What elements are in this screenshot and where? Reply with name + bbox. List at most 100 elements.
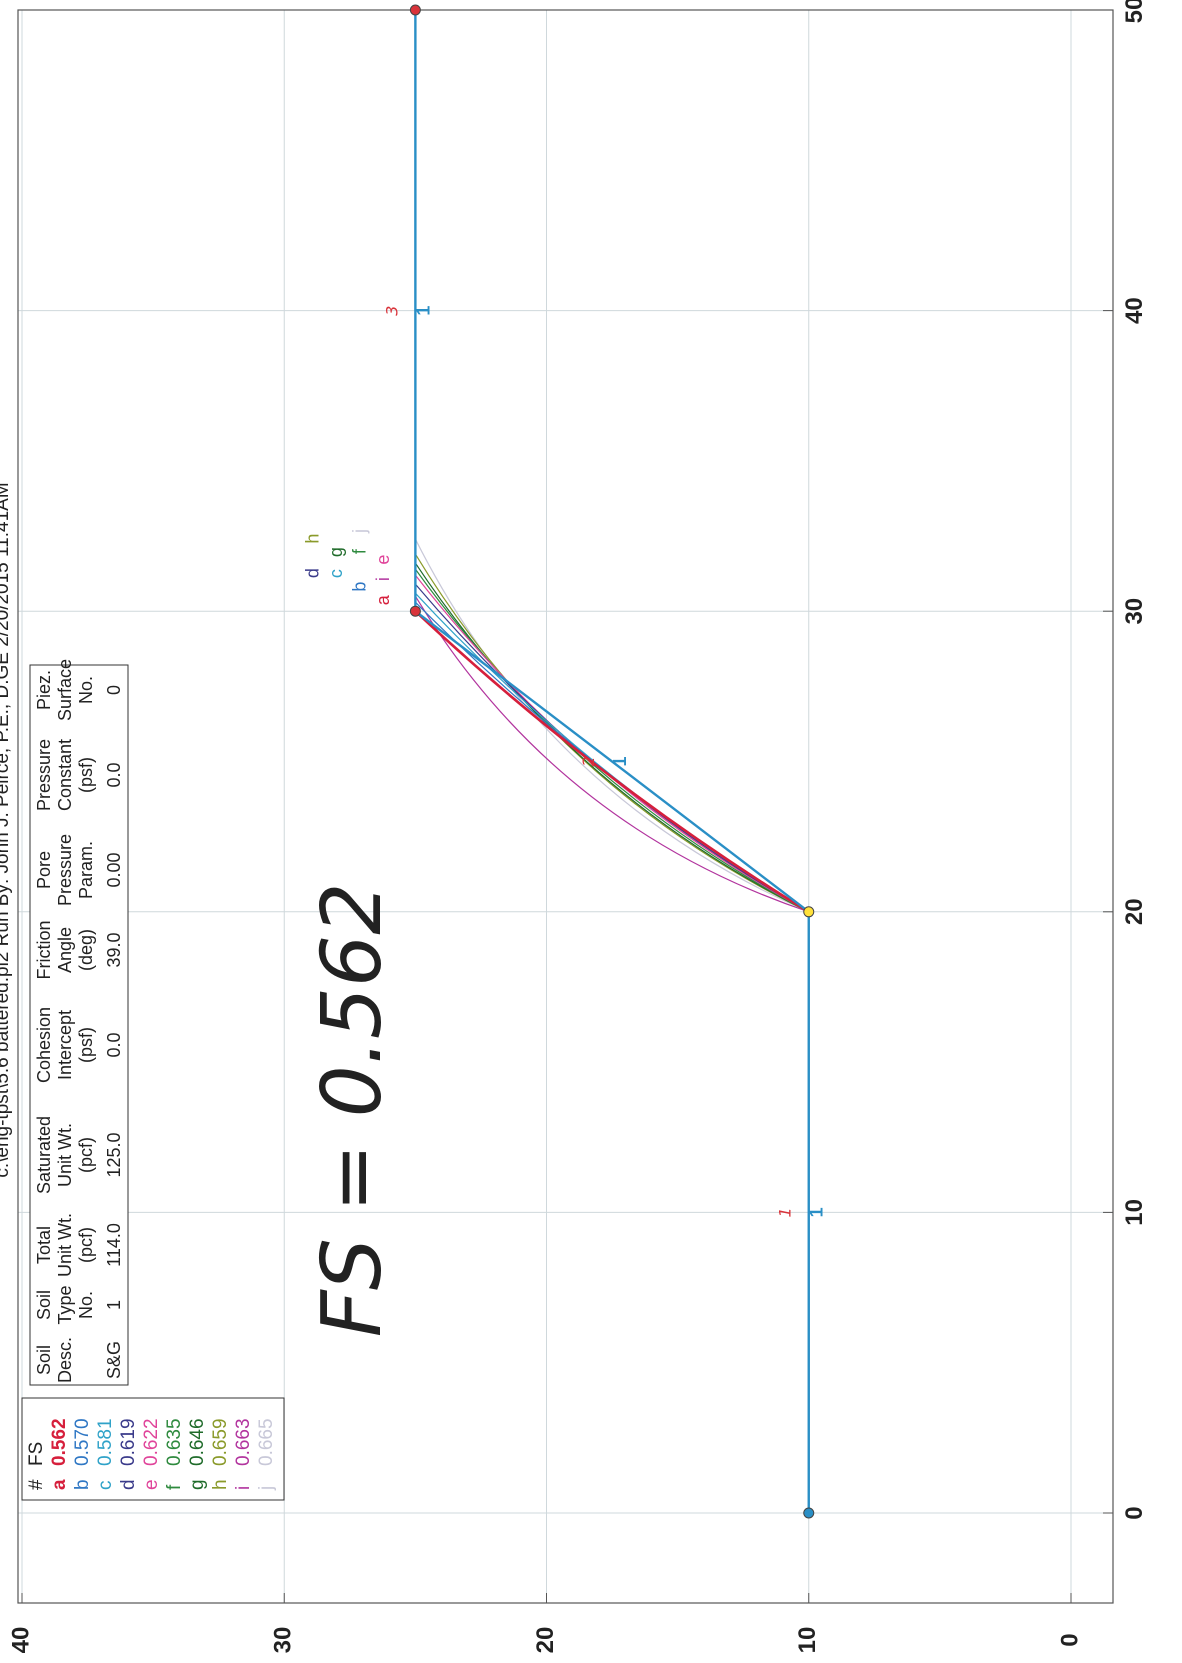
chart-title: c:\eng-tpst\5.6 battered.pl2 Run By: Joh… <box>0 482 13 1177</box>
surface-label-d: d <box>302 568 322 578</box>
fs-legend-letter: e <box>141 1479 162 1490</box>
x-tick-label: 30 <box>1121 598 1148 625</box>
slope-profile <box>409 4 815 1519</box>
soil-table-header: Intercept <box>55 1010 75 1080</box>
failure-surface-f <box>414 568 810 913</box>
segment-soil-type: 1 <box>610 756 630 766</box>
fs-legend-letter: g <box>187 1479 208 1490</box>
soil-table-value: 125.0 <box>104 1132 124 1177</box>
x-tick-label: 40 <box>1121 297 1148 324</box>
soil-table-box <box>29 664 129 1386</box>
soil-table-value: 39.0 <box>104 932 124 967</box>
surface-label-g: g <box>326 547 346 557</box>
fs-legend-value: 0.663 <box>233 1418 254 1466</box>
surface-label-c: c <box>326 569 346 578</box>
ground-surface-line <box>414 10 810 1513</box>
x-tick-label: 10 <box>1121 1199 1148 1226</box>
soil-table-header: Friction <box>34 920 54 979</box>
y-tick-label: 20 <box>532 1627 559 1654</box>
fs-legend-letter: c <box>95 1481 116 1491</box>
soil-table-header: Piez. <box>34 670 54 710</box>
fs-legend-value: 0.635 <box>164 1418 185 1466</box>
fs-legend-value: 0.581 <box>95 1418 116 1466</box>
profile-point <box>803 906 815 918</box>
surface-label-i: i <box>373 577 393 581</box>
soil-table-header: Param. <box>76 841 96 899</box>
segment-number: 2 <box>579 756 598 766</box>
profile-point <box>409 605 421 617</box>
soil-table-value: 0 <box>104 685 124 695</box>
surface-label-a: a <box>373 594 393 605</box>
surface-label-h: h <box>302 534 322 544</box>
segment-soil-type: 1 <box>807 1207 827 1217</box>
fs-legend-letter: i <box>233 1486 254 1490</box>
soil-table-header: Unit Wt. <box>55 1213 75 1277</box>
fs-legend-value: 0.562 <box>49 1418 70 1466</box>
soil-table-header: Desc. <box>55 1337 75 1383</box>
segment-soil-type: 1 <box>413 306 433 316</box>
failure-surface-g <box>414 562 810 913</box>
surface-label-e: e <box>373 555 393 565</box>
y-tick-label: 30 <box>270 1627 297 1654</box>
fs-legend-value: 0.646 <box>187 1418 208 1466</box>
soil-table-header: Soil <box>34 1290 54 1320</box>
soil-table-header: Angle <box>55 927 75 973</box>
soil-table-value: 114.0 <box>104 1223 124 1267</box>
surface-label-j: j <box>350 529 370 534</box>
soil-table-header: Unit Wt. <box>55 1123 75 1187</box>
soil-table-value: 0.0 <box>104 762 124 787</box>
fs-legend-letter: f <box>164 1484 185 1490</box>
soil-table-value: S&G <box>104 1341 124 1379</box>
surface-label-b: b <box>350 582 370 592</box>
fs-legend-letter: a <box>49 1479 70 1490</box>
soil-table-header: (deg) <box>76 929 96 971</box>
soil-table-value: 1 <box>104 1300 124 1310</box>
soil-table-header: (psf) <box>76 757 96 793</box>
soil-table-value: 0.00 <box>104 852 124 887</box>
fs-legend-letter: j <box>256 1486 277 1491</box>
fs-legend-value: FS <box>26 1442 47 1466</box>
y-tick-label: 40 <box>7 1627 34 1654</box>
failure-surface-i <box>414 595 809 913</box>
fs-legend-value: 0.622 <box>141 1418 162 1466</box>
soil-table-header: Pressure <box>34 739 54 811</box>
fs-legend-box <box>21 1397 285 1501</box>
segment-number: 3 <box>382 306 401 316</box>
soil-table-header: Saturated <box>34 1116 54 1194</box>
soil-table-header: Cohesion <box>34 1007 54 1083</box>
soil-table-header: Constant <box>55 739 75 811</box>
x-tick-label: 20 <box>1121 898 1148 925</box>
soil-table-header: (pcf) <box>76 1227 96 1263</box>
soil-table-header: Total <box>34 1226 54 1264</box>
fs-legend-value: 0.619 <box>118 1418 139 1466</box>
fs-legend-letter: b <box>72 1479 93 1490</box>
surface-label-f: f <box>350 548 370 554</box>
fs-legend-letter: d <box>118 1479 139 1490</box>
x-tick-label: 0 <box>1121 1506 1148 1519</box>
fs-annotation: FS = 0.562 <box>305 883 400 1338</box>
soil-table-header: Surface <box>55 659 75 721</box>
fs-legend-letter: h <box>210 1479 231 1490</box>
soil-table-header: Pore <box>34 851 54 889</box>
soil-table-header: Type <box>55 1285 75 1324</box>
grid-lines <box>18 9 1113 1603</box>
y-tick-label: 0 <box>1056 1633 1083 1646</box>
profile-point <box>803 1507 815 1519</box>
soil-table-header: No. <box>76 676 96 704</box>
plot-frame <box>17 9 1114 1604</box>
soil-table-header: (psf) <box>76 1027 96 1063</box>
x-tick-label: 50 <box>1121 0 1148 23</box>
fs-legend-value: 0.570 <box>72 1418 93 1466</box>
soil-table-header: (pcf) <box>76 1137 96 1173</box>
failure-surface-h <box>414 553 810 913</box>
fs-legend-value: 0.659 <box>210 1418 231 1466</box>
profile-point <box>409 4 421 16</box>
fs-legend-letter: # <box>26 1479 47 1490</box>
soil-table-value: 0.0 <box>104 1032 124 1057</box>
soil-table-header: Pressure <box>55 834 75 906</box>
